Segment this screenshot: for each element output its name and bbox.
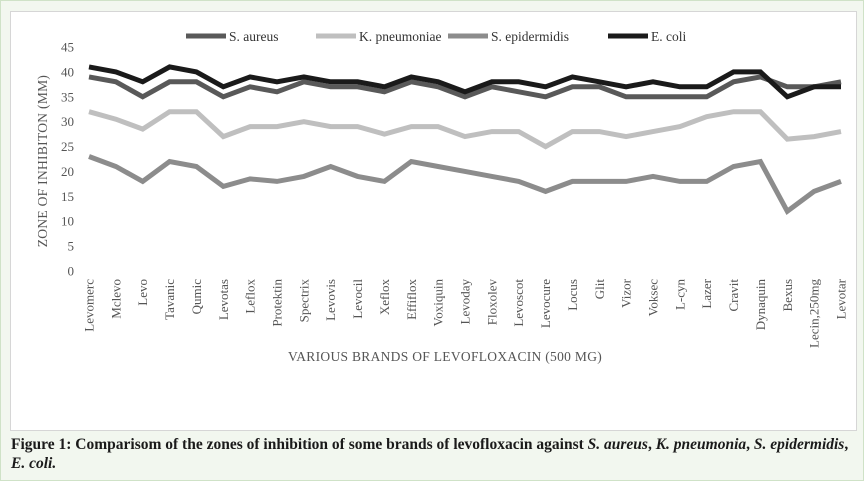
x-tick-label: Levocure <box>538 279 553 328</box>
x-tick-label: Effiflox <box>404 279 419 320</box>
x-tick-label: Voxiquin <box>431 279 446 327</box>
x-tick-label: Levocil <box>350 279 365 319</box>
y-tick-label: 15 <box>61 189 74 204</box>
legend-label: S. aureus <box>229 29 279 44</box>
y-tick-label: 45 <box>61 40 74 55</box>
x-tick-label: Lecin,250mg <box>807 279 822 348</box>
series-line-3 <box>88 154 842 216</box>
caption-separator: , <box>746 436 754 453</box>
x-tick-label: Vizor <box>619 278 634 307</box>
x-tick-label: Xeflox <box>377 279 392 316</box>
x-tick-label: Tavanic <box>162 279 177 320</box>
series-line-2 <box>88 109 842 150</box>
y-tick-label: 40 <box>61 64 74 79</box>
x-tick-label: Cravit <box>726 279 741 312</box>
y-tick-label: 25 <box>61 139 74 154</box>
chart-area: S. aureus K. pneumoniae S. epidermidis E. c… <box>10 11 857 431</box>
x-tick-label: Qumic <box>189 279 204 315</box>
caption-separator: , <box>647 436 656 453</box>
series-line-1 <box>88 74 842 100</box>
legend-label: K. pneumoniae <box>359 29 441 44</box>
y-tick-label: 35 <box>61 89 74 104</box>
x-tick-label: L-cyn <box>672 279 687 311</box>
y-tick-label: 0 <box>68 264 75 279</box>
x-axis: Levomerc Mclevo Levo Tavanic Qumic Levotas Lef… <box>82 278 849 348</box>
x-tick-label: Leflox <box>243 279 258 314</box>
caption-lead: Figure 1: Comparisom of the zones of inh… <box>11 436 588 453</box>
x-tick-label: Bexus <box>780 279 795 312</box>
x-tick-label: Floxolev <box>484 279 499 326</box>
x-tick-label: Levomerc <box>82 279 97 332</box>
legend-label: E. coli <box>651 29 686 44</box>
x-tick-label: Levotar <box>834 278 849 319</box>
x-tick-label: Voksec <box>646 279 661 317</box>
y-tick-label: 20 <box>61 164 74 179</box>
legend: S. aureus K. pneumoniae S. epidermidis E. c… <box>186 29 686 44</box>
y-axis: 0 5 10 15 20 25 30 35 40 45 <box>61 40 74 279</box>
x-tick-label: Protektin <box>270 279 285 327</box>
x-tick-label: Levoscot <box>511 279 526 327</box>
x-tick-label: Glit <box>592 279 607 300</box>
x-tick-label: Dynaquin <box>753 279 768 331</box>
y-tick-label: 30 <box>61 114 74 129</box>
y-tick-label: 10 <box>61 214 74 229</box>
x-tick-label: Spectrix <box>296 279 311 323</box>
caption-organism-2: K. pneumonia <box>655 436 747 453</box>
x-tick-label: Lazer <box>699 278 714 308</box>
x-tick-label: Mclevo <box>108 279 123 319</box>
caption-organism-4: E. coli. <box>11 455 57 472</box>
caption-organism-3: S. epidermidis <box>753 436 845 453</box>
line-chart: S. aureus K. pneumoniae S. epidermidis E. c… <box>35 29 849 364</box>
caption-separator: , <box>844 436 849 453</box>
figure-caption: Figure 1: Comparisom of the zones of inh… <box>11 435 853 473</box>
x-tick-label: Levo <box>135 279 150 306</box>
series-lines <box>88 64 842 216</box>
x-tick-label: Levotas <box>216 279 231 320</box>
x-axis-title: VARIOUS BRANDS OF LEVOFLOXACIN (500 MG) <box>288 349 602 364</box>
x-tick-label: Locus <box>565 279 580 311</box>
x-tick-label: Levovis <box>323 279 338 321</box>
series-line-4 <box>88 64 841 100</box>
legend-label: S. epidermidis <box>491 29 569 44</box>
y-tick-label: 5 <box>68 239 75 254</box>
caption-organism-1: S. aureus <box>587 436 648 453</box>
x-tick-label: Levoday <box>458 279 473 325</box>
y-axis-title: ZONE OF INHIBITON (MM) <box>35 75 50 247</box>
